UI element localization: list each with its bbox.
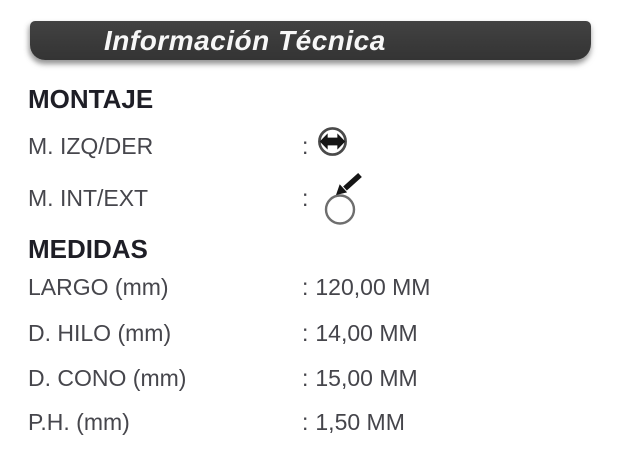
row-label-ph: P.H. (mm) [28,409,130,435]
colon-separator: : [302,185,309,211]
row-value-ph: :1,50 MM [302,409,405,435]
value-d-hilo: 14,00 MM [315,320,418,346]
row-value-m-int-ext: : [302,172,362,225]
row-label-d-cono: D. CONO (mm) [28,365,187,391]
colon-separator: : [302,320,309,346]
row-label-d-hilo: D. HILO (mm) [28,320,172,346]
circle-inward-arrow-icon [319,172,363,231]
section-header-banner: Información Técnica [30,21,591,60]
row-value-m-izq-der: : [302,127,347,159]
value-largo: 120,00 MM [315,274,431,300]
colon-separator: : [302,274,309,300]
row-label-largo: LARGO (mm) [28,274,169,300]
horizontal-double-arrow-icon [317,126,348,162]
section-title-medidas: MEDIDAS [28,234,148,264]
row-label-m-int-ext: M. INT/EXT [28,185,149,211]
colon-separator: : [302,365,309,391]
row-value-largo: :120,00 MM [302,274,430,300]
row-label-m-izq-der: M. IZQ/DER [28,133,154,159]
row-value-d-hilo: :14,00 MM [302,320,418,346]
row-value-d-cono: :15,00 MM [302,365,418,391]
value-d-cono: 15,00 MM [315,365,418,391]
panel-title: Información Técnica [104,25,386,56]
section-title-montaje: MONTAJE [28,84,154,114]
value-ph: 1,50 MM [315,409,405,435]
colon-separator: : [302,133,309,159]
colon-separator: : [302,409,309,435]
